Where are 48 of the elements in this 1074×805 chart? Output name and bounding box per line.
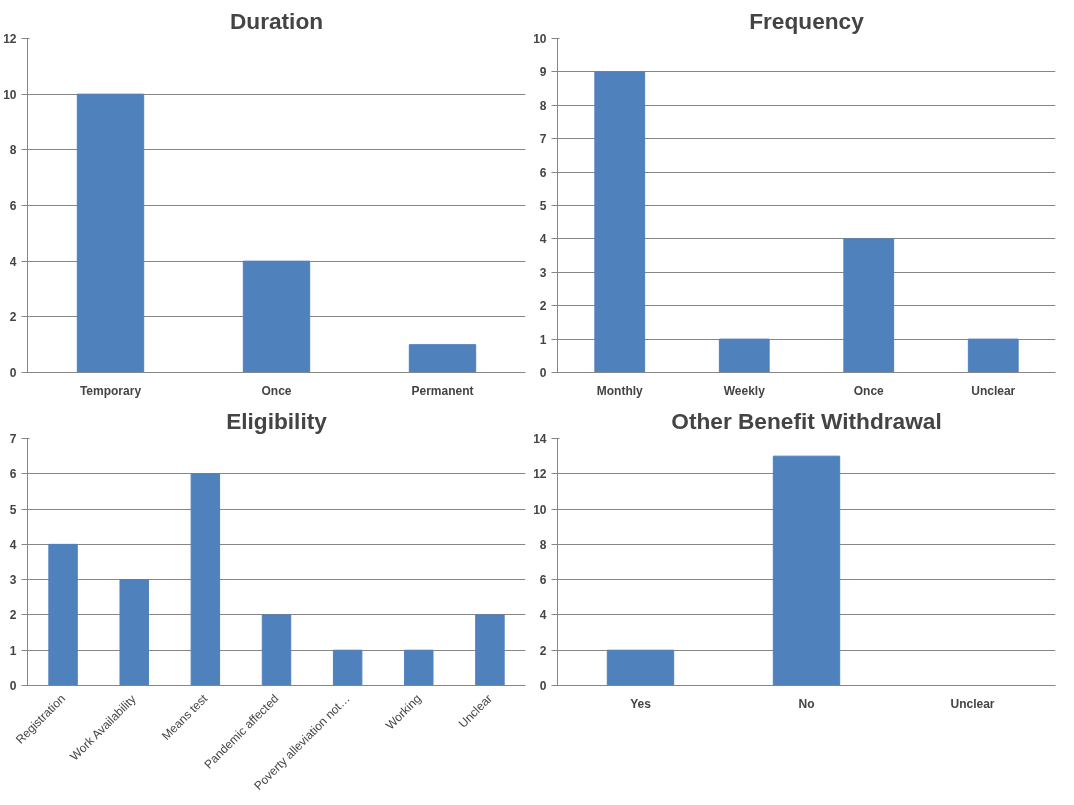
x-tick-label: Once <box>853 383 885 398</box>
y-tick-label: 6 <box>9 467 17 482</box>
y-tick-label: 12 <box>533 467 547 482</box>
y-tick-label: 2 <box>9 608 17 623</box>
y-tick-label: 8 <box>539 537 547 552</box>
x-tick-label: Monthly <box>596 383 644 398</box>
y-tick-label: 3 <box>9 573 17 588</box>
x-tick-label: Yes <box>630 696 652 711</box>
y-tick-label: 5 <box>9 502 17 517</box>
y-tick-label: 9 <box>539 65 547 80</box>
y-tick-label: 4 <box>539 608 547 623</box>
y-tick-label: 4 <box>539 232 547 247</box>
x-tick-label: Temporary <box>79 383 142 398</box>
y-tick-label: 1 <box>539 332 547 347</box>
chart-title: Frequency <box>749 7 865 34</box>
y-tick-label: 4 <box>9 254 17 269</box>
y-tick-label: 2 <box>9 310 17 325</box>
y-tick-label: 2 <box>539 299 547 314</box>
y-tick-label: 8 <box>539 98 547 113</box>
y-tick-label: 10 <box>533 32 547 46</box>
y-tick-label: 5 <box>539 199 547 213</box>
y-tick-label: 10 <box>533 502 547 517</box>
y-tick-label: 14 <box>533 432 547 446</box>
y-tick-label: 8 <box>9 143 17 158</box>
y-tick-label: 0 <box>539 679 547 693</box>
y-tick-label: 3 <box>539 265 547 280</box>
chart-title: Other Benefit Withdrawal <box>671 407 942 434</box>
y-tick-label: 6 <box>539 573 547 588</box>
y-tick-label: 0 <box>9 679 17 693</box>
y-tick-label: 6 <box>9 199 17 213</box>
y-tick-label: 12 <box>3 32 17 46</box>
y-tick-label: 7 <box>9 432 17 446</box>
chart-title: Duration <box>229 7 324 34</box>
x-tick-label: Permanent <box>411 383 474 398</box>
y-tick-label: 0 <box>9 366 17 380</box>
x-tick-label: Once <box>261 383 292 398</box>
y-tick-label: 1 <box>9 643 17 658</box>
y-tick-label: 2 <box>539 643 547 658</box>
y-tick-label: 10 <box>3 87 17 102</box>
x-tick-label: Unclear <box>971 383 1016 398</box>
y-tick-label: 7 <box>539 132 547 147</box>
y-tick-label: 4 <box>9 537 17 552</box>
chart-title: Eligibility <box>226 407 328 434</box>
y-tick-label: 6 <box>539 165 547 180</box>
x-tick-label: No <box>798 696 815 711</box>
y-tick-label: 0 <box>539 366 547 380</box>
x-tick-label: Weekly <box>723 383 766 398</box>
x-tick-label: Unclear <box>950 696 995 711</box>
